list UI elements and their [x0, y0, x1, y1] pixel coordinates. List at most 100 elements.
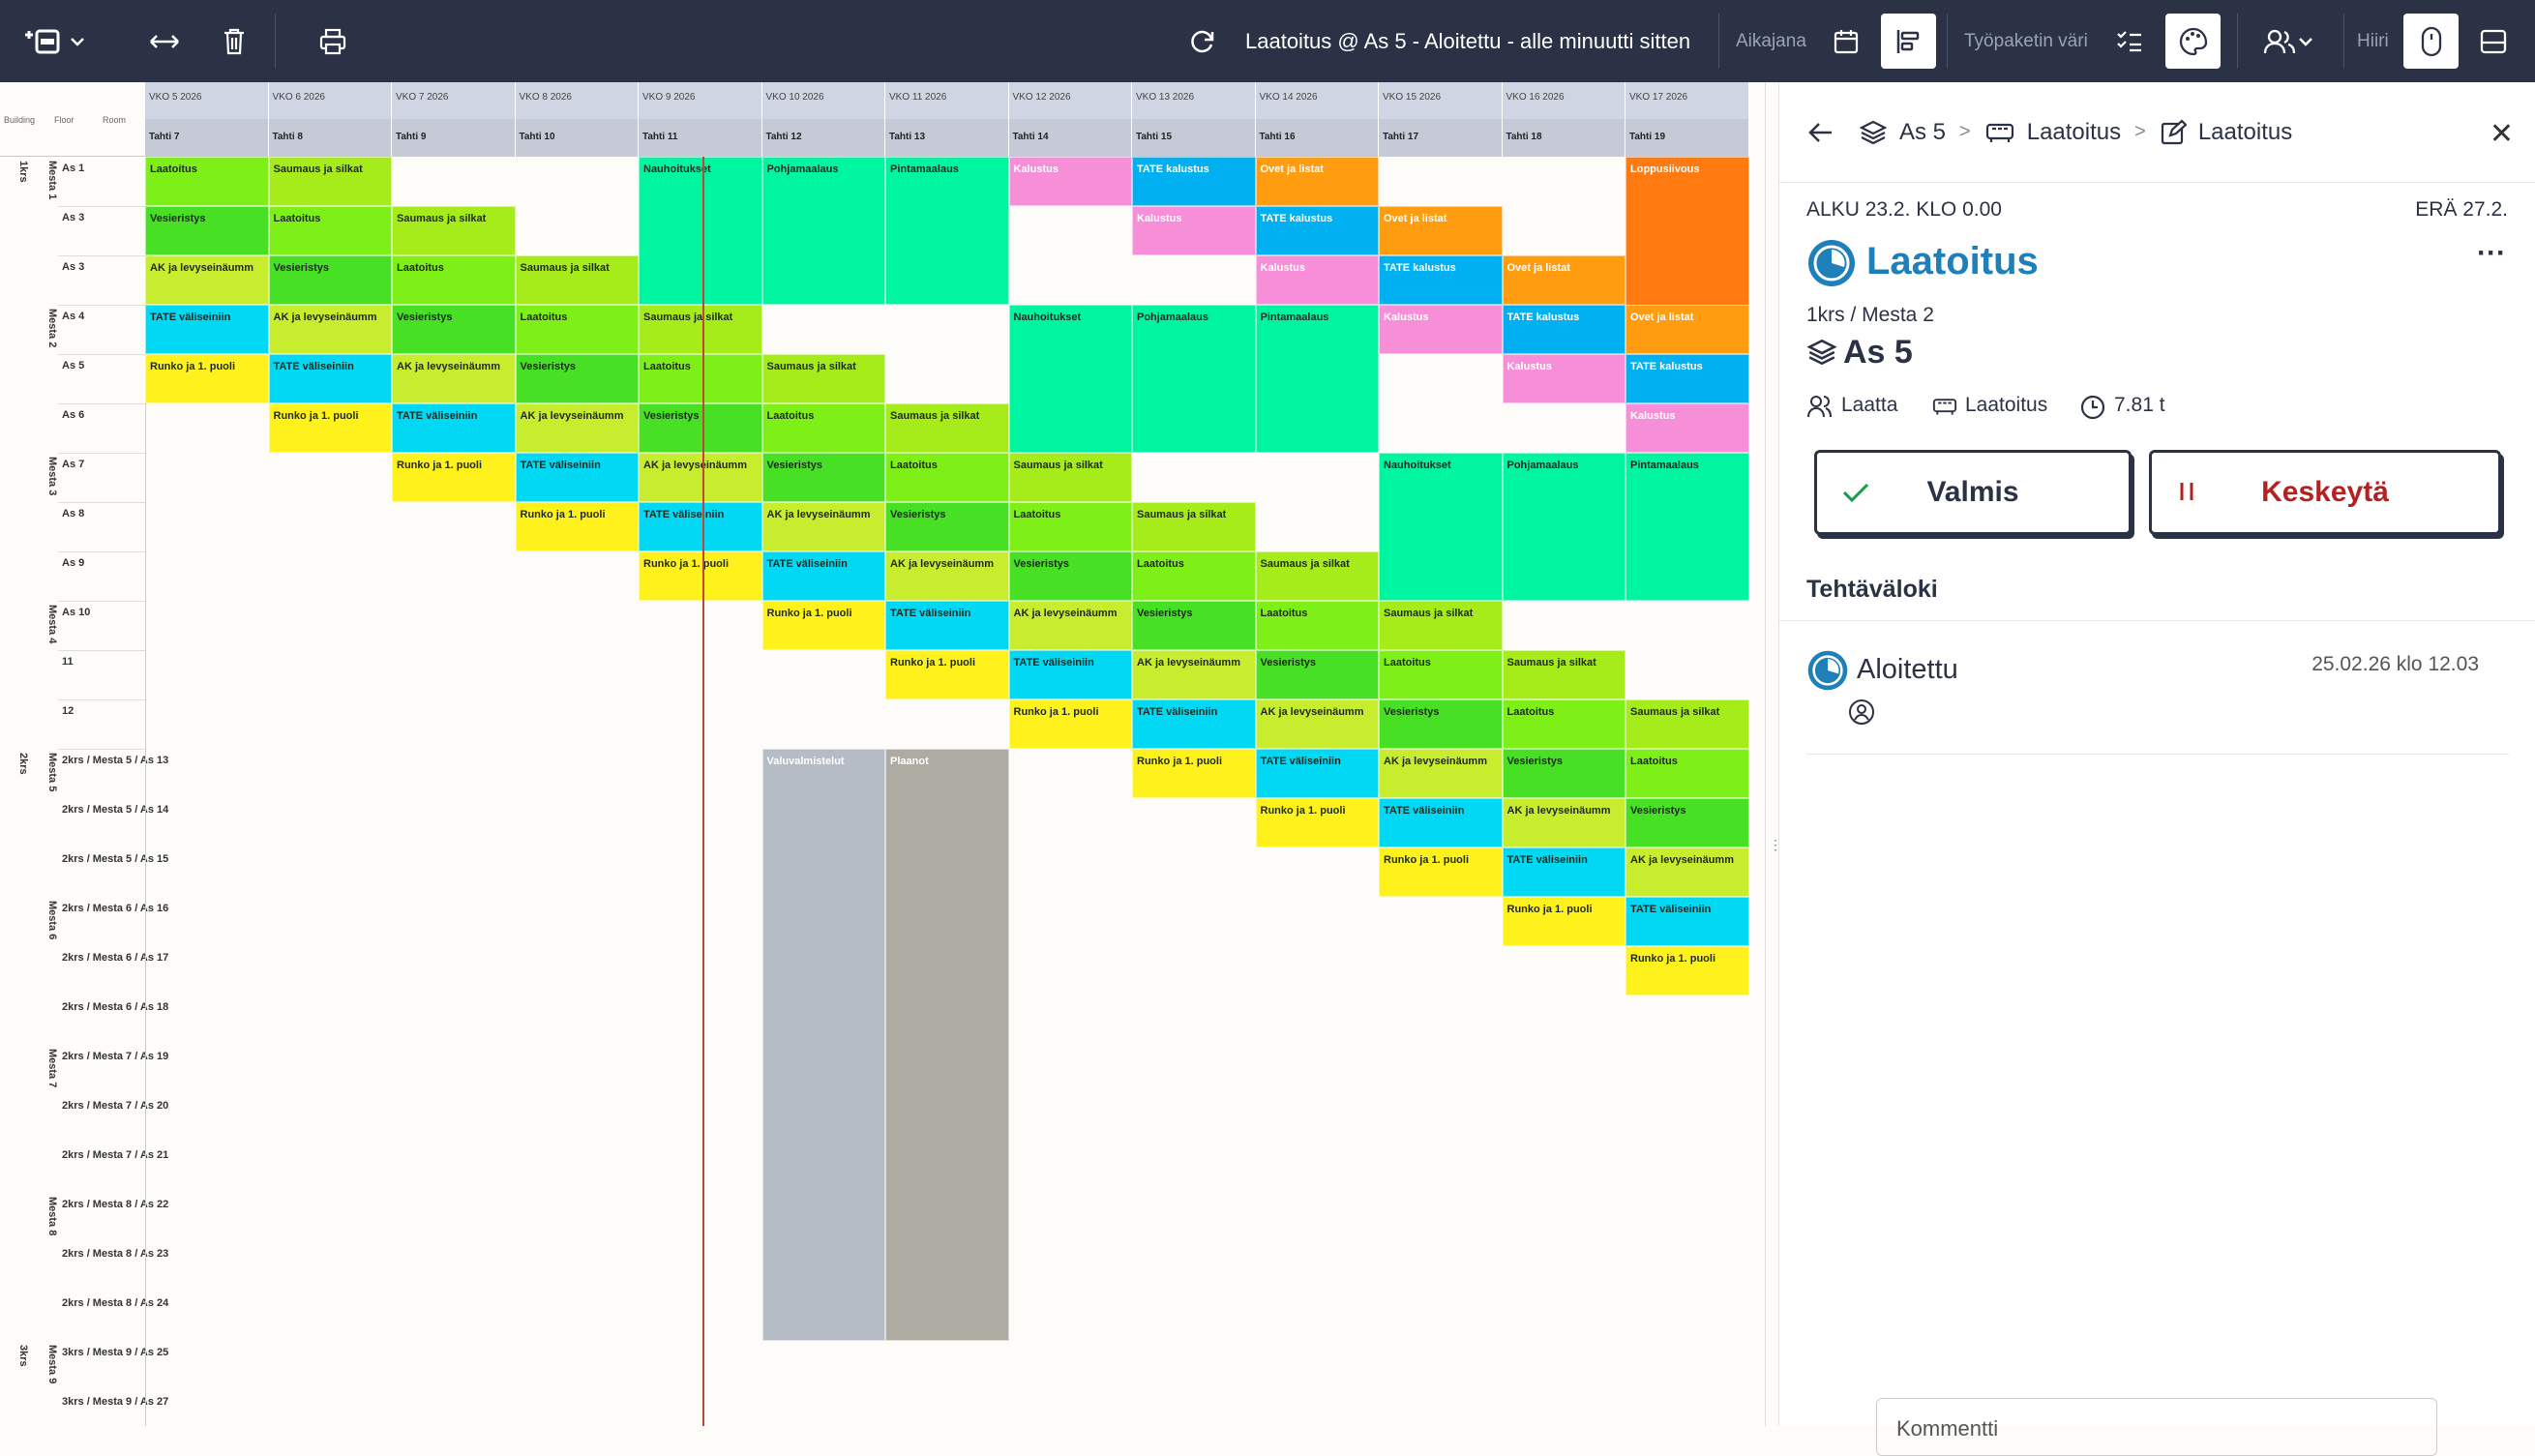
- users-filter-button[interactable]: [2251, 0, 2328, 82]
- task-bar[interactable]: Vesieristys: [1132, 601, 1256, 650]
- task-bar[interactable]: Nauhoitukset: [639, 157, 762, 305]
- task-bar[interactable]: Laatoitus: [1255, 601, 1379, 650]
- task-bar[interactable]: Runko ja 1. puoli: [885, 650, 1009, 699]
- task-bar[interactable]: Laatoitus: [392, 255, 516, 305]
- task-bar[interactable]: Saumaus ja silkat: [885, 403, 1009, 453]
- task-bar[interactable]: Saumaus ja silkat: [1502, 650, 1625, 699]
- checklist-button[interactable]: [2105, 0, 2154, 82]
- color-palette-button[interactable]: [2165, 14, 2221, 69]
- task-bar[interactable]: TATE väliseiniin: [392, 403, 516, 453]
- task-bar[interactable]: Vesieristys: [1255, 650, 1379, 699]
- task-bar[interactable]: Laatoitus: [761, 403, 885, 453]
- task-bar[interactable]: Vesieristys: [1379, 699, 1503, 749]
- task-bar[interactable]: Laatoitus: [515, 305, 639, 354]
- task-bar[interactable]: TATE väliseiniin: [1379, 798, 1503, 847]
- task-bar[interactable]: Vesieristys: [1625, 798, 1749, 847]
- mark-done-button[interactable]: Valmis: [1814, 450, 2132, 535]
- calendar-view-button[interactable]: [1821, 0, 1871, 82]
- task-bar[interactable]: Laatoitus: [1502, 699, 1625, 749]
- task-bar[interactable]: TATE väliseiniin: [268, 354, 392, 403]
- task-bar[interactable]: Saumaus ja silkat: [392, 206, 516, 255]
- task-bar[interactable]: TATE väliseiniin: [761, 551, 885, 601]
- task-bar[interactable]: AK ja levyseinäumm: [1625, 847, 1749, 897]
- task-bar[interactable]: AK ja levyseinäumm: [268, 305, 392, 354]
- breadcrumb-location[interactable]: As 5: [1899, 118, 1947, 145]
- task-bar[interactable]: AK ja levyseinäumm: [1132, 650, 1256, 699]
- print-button[interactable]: [308, 0, 358, 82]
- task-bar[interactable]: AK ja levyseinäumm: [515, 403, 639, 453]
- task-bar[interactable]: AK ja levyseinäumm: [1008, 601, 1132, 650]
- breadcrumb-task[interactable]: Laatoitus: [2197, 118, 2293, 145]
- task-bar[interactable]: Runko ja 1. puoli: [1625, 946, 1749, 995]
- task-bar[interactable]: TATE väliseiniin: [885, 601, 1009, 650]
- task-bar[interactable]: TATE kalustus: [1255, 206, 1379, 255]
- task-bar[interactable]: Pohjamaalaus: [1502, 453, 1625, 601]
- task-bar[interactable]: Laatoitus: [885, 453, 1009, 502]
- close-icon[interactable]: ✕: [2489, 118, 2514, 150]
- comment-input[interactable]: Kommentti: [1876, 1398, 2437, 1456]
- task-bar[interactable]: Runko ja 1. puoli: [639, 551, 762, 601]
- task-bar[interactable]: TATE väliseiniin: [145, 305, 269, 354]
- task-bar[interactable]: AK ja levyseinäumm: [1379, 749, 1503, 798]
- task-bar[interactable]: Kalustus: [1502, 354, 1625, 403]
- task-bar[interactable]: TATE väliseiniin: [1255, 749, 1379, 798]
- mouse-mode-button[interactable]: [2403, 14, 2459, 69]
- expand-horizontal-button[interactable]: [141, 0, 188, 82]
- task-bar[interactable]: Saumaus ja silkat: [1255, 551, 1379, 601]
- task-bar[interactable]: TATE kalustus: [1379, 255, 1503, 305]
- task-bar[interactable]: TATE väliseiniin: [1625, 897, 1749, 946]
- task-bar[interactable]: AK ja levyseinäumm: [392, 354, 516, 403]
- task-bar[interactable]: Runko ja 1. puoli: [1255, 798, 1379, 847]
- gantt-view-button[interactable]: [1881, 14, 1936, 69]
- delete-button[interactable]: [211, 0, 257, 82]
- refresh-button[interactable]: [1178, 0, 1227, 82]
- task-bar[interactable]: Saumaus ja silkat: [1379, 601, 1503, 650]
- task-bar[interactable]: Saumaus ja silkat: [268, 157, 392, 206]
- task-bar[interactable]: Saumaus ja silkat: [1625, 699, 1749, 749]
- task-bar[interactable]: Runko ja 1. puoli: [1008, 699, 1132, 749]
- task-bar[interactable]: AK ja levyseinäumm: [639, 453, 762, 502]
- task-bar[interactable]: Vesieristys: [761, 453, 885, 502]
- task-bar[interactable]: Vesieristys: [639, 403, 762, 453]
- task-bar[interactable]: Nauhoitukset: [1379, 453, 1503, 601]
- task-bar[interactable]: Saumaus ja silkat: [639, 305, 762, 354]
- task-bar[interactable]: Pohjamaalaus: [1132, 305, 1256, 453]
- task-bar[interactable]: Vesieristys: [268, 255, 392, 305]
- task-bar[interactable]: Kalustus: [1132, 206, 1256, 255]
- task-bar[interactable]: Saumaus ja silkat: [515, 255, 639, 305]
- task-bar[interactable]: TATE väliseiniin: [1132, 699, 1256, 749]
- task-bar[interactable]: Ovet ja listat: [1502, 255, 1625, 305]
- task-bar[interactable]: Runko ja 1. puoli: [145, 354, 269, 403]
- breadcrumb-package[interactable]: Laatoitus: [2026, 118, 2122, 145]
- task-bar[interactable]: TATE kalustus: [1502, 305, 1625, 354]
- task-bar[interactable]: Laatoitus: [145, 157, 269, 206]
- task-bar[interactable]: Pohjamaalaus: [761, 157, 885, 305]
- task-bar[interactable]: TATE väliseiniin: [1502, 847, 1625, 897]
- task-bar[interactable]: Ovet ja listat: [1625, 305, 1749, 354]
- task-bar[interactable]: Runko ja 1. puoli: [392, 453, 516, 502]
- task-bar[interactable]: AK ja levyseinäumm: [1502, 798, 1625, 847]
- task-bar[interactable]: Saumaus ja silkat: [761, 354, 885, 403]
- task-bar[interactable]: TATE kalustus: [1132, 157, 1256, 206]
- task-bar[interactable]: Saumaus ja silkat: [1132, 502, 1256, 551]
- task-bar[interactable]: Plaanot: [885, 749, 1009, 1341]
- task-bar[interactable]: Runko ja 1. puoli: [761, 601, 885, 650]
- task-bar[interactable]: TATE väliseiniin: [1008, 650, 1132, 699]
- task-bar[interactable]: Ovet ja listat: [1255, 157, 1379, 206]
- more-options-icon[interactable]: ···: [2477, 237, 2506, 269]
- task-bar[interactable]: AK ja levyseinäumm: [1255, 699, 1379, 749]
- back-arrow-icon[interactable]: [1806, 119, 1835, 146]
- task-bar[interactable]: TATE kalustus: [1625, 354, 1749, 403]
- task-bar[interactable]: Kalustus: [1625, 403, 1749, 453]
- task-bar[interactable]: Runko ja 1. puoli: [1379, 847, 1503, 897]
- task-bar[interactable]: Laatoitus: [1132, 551, 1256, 601]
- task-bar[interactable]: AK ja levyseinäumm: [145, 255, 269, 305]
- task-bar[interactable]: Saumaus ja silkat: [1008, 453, 1132, 502]
- task-bar[interactable]: Pintamaalaus: [1255, 305, 1379, 453]
- task-bar[interactable]: Vesieristys: [145, 206, 269, 255]
- task-bar[interactable]: Laatoitus: [1379, 650, 1503, 699]
- task-bar[interactable]: AK ja levyseinäumm: [885, 551, 1009, 601]
- task-bar[interactable]: Runko ja 1. puoli: [1132, 749, 1256, 798]
- task-bar[interactable]: Vesieristys: [392, 305, 516, 354]
- task-bar[interactable]: Laatoitus: [268, 206, 392, 255]
